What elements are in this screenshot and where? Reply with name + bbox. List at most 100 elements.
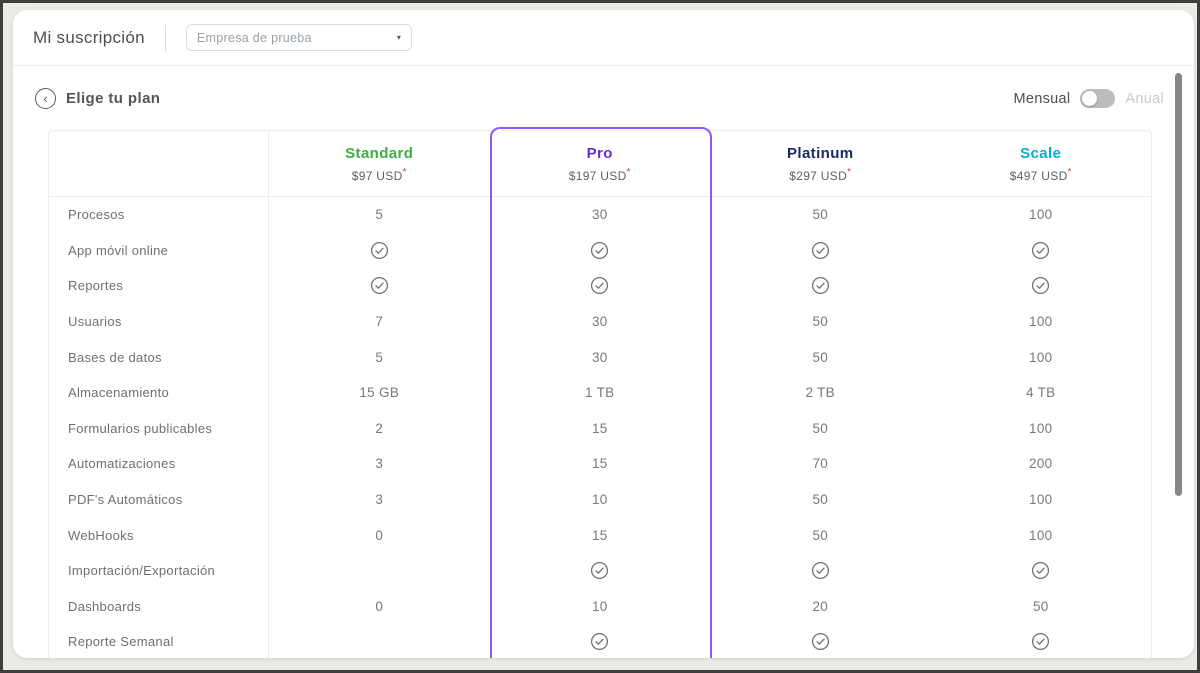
feature-label: Bases de datos <box>49 339 269 375</box>
feature-value-pro <box>490 632 711 651</box>
feature-value-platinum: 50 <box>812 349 829 365</box>
price-asterisk: * <box>402 166 407 178</box>
plan-header-scale[interactable]: Scale $497 USD* <box>931 131 1152 196</box>
feature-value-platinum: 20 <box>812 598 829 614</box>
check-circle-icon <box>811 241 829 259</box>
table-row: PDF's Automáticos 3 10 50 100 <box>49 481 1151 518</box>
feature-label: Almacenamiento <box>49 374 269 411</box>
table-row: Reporte Semanal <box>49 624 1151 658</box>
plan-price: $197 USD* <box>569 167 631 183</box>
check-circle-icon <box>591 241 609 259</box>
feature-label: WebHooks <box>49 517 269 553</box>
billing-annual-label[interactable]: Anual <box>1125 90 1164 107</box>
price-asterisk: * <box>626 166 631 178</box>
billing-toggle-group: Mensual Anual <box>1013 89 1164 108</box>
subscription-card: Mi suscripción Empresa de prueba ▾ ‹ Eli… <box>13 10 1194 658</box>
feature-label: Usuarios <box>49 303 269 340</box>
table-row: Formularios publicables 2 15 50 100 <box>49 410 1151 447</box>
page-title: Mi suscripción <box>33 27 145 47</box>
feature-value-pro: 30 <box>591 207 608 223</box>
feature-value-standard: 5 <box>375 207 384 223</box>
table-row: Automatizaciones 3 15 70 200 <box>49 446 1151 482</box>
feature-value-standard: 15 GB <box>359 385 400 401</box>
check-circle-icon <box>811 633 829 651</box>
billing-toggle-switch[interactable] <box>1080 89 1116 108</box>
check-circle-icon <box>1032 241 1050 259</box>
feature-value-scale: 100 <box>1029 314 1053 330</box>
plan-name: Standard <box>345 144 414 162</box>
feature-value-pro: 10 <box>591 598 608 614</box>
check-circle-icon <box>1032 633 1050 651</box>
feature-value-pro: 10 <box>591 492 608 508</box>
table-row: WebHooks 0 15 50 100 <box>49 517 1151 553</box>
feature-value-pro <box>490 276 711 295</box>
plan-header-pro[interactable]: Pro $197 USD* <box>490 131 711 196</box>
table-row: Dashboards 0 10 20 50 <box>49 588 1151 625</box>
table-row: Procesos 5 30 50 100 <box>49 197 1151 233</box>
chevron-down-icon: ▾ <box>396 33 401 42</box>
feature-value-standard <box>269 241 490 260</box>
vertical-scrollbar-thumb[interactable] <box>1175 73 1182 496</box>
feature-value-standard: 7 <box>375 314 384 330</box>
toggle-knob <box>1082 91 1098 106</box>
plan-price: $297 USD* <box>789 167 851 183</box>
check-circle-icon <box>811 562 829 580</box>
billing-monthly-label[interactable]: Mensual <box>1013 90 1071 107</box>
plan-price-amount: $197 USD <box>568 168 627 183</box>
feature-column-header <box>49 131 269 196</box>
feature-value-platinum: 2 TB <box>805 385 835 401</box>
topbar: Mi suscripción Empresa de prueba ▾ <box>13 10 1194 66</box>
plan-header-standard[interactable]: Standard $97 USD* <box>269 131 490 196</box>
check-circle-icon <box>370 241 388 259</box>
feature-value-platinum <box>710 276 931 295</box>
feature-value-standard: 5 <box>375 349 384 365</box>
plan-header-row: Standard $97 USD* Pro $197 USD* Platinum $297… <box>49 131 1151 197</box>
feature-value-standard: 0 <box>375 598 384 614</box>
plan-price-amount: $97 USD <box>351 168 403 183</box>
feature-value-scale <box>931 241 1152 260</box>
check-circle-icon <box>1032 277 1050 295</box>
feature-value-platinum <box>710 241 931 260</box>
feature-value-pro: 15 <box>591 527 608 543</box>
back-button[interactable]: ‹ Elige tu plan <box>35 88 160 109</box>
feature-value-pro: 30 <box>591 314 608 330</box>
feature-value-standard <box>269 276 490 295</box>
title-divider <box>164 24 166 51</box>
plan-name: Platinum <box>786 144 854 162</box>
feature-value-platinum: 50 <box>812 314 829 330</box>
feature-value-scale <box>931 276 1152 295</box>
feature-value-platinum <box>710 561 931 580</box>
table-row: Almacenamiento 15 GB 1 TB 2 TB 4 TB <box>49 374 1151 411</box>
feature-value-pro: 1 TB <box>585 385 615 401</box>
feature-label: Automatizaciones <box>49 446 269 482</box>
feature-label: Importación/Exportación <box>49 552 269 589</box>
feature-value-pro: 15 <box>591 456 608 472</box>
company-selector[interactable]: Empresa de prueba ▾ <box>185 24 412 51</box>
feature-value-scale: 50 <box>1032 598 1049 614</box>
feature-value-pro <box>490 561 711 580</box>
table-row: App móvil online <box>49 232 1152 269</box>
check-circle-icon <box>811 277 829 295</box>
feature-value-platinum: 50 <box>812 492 829 508</box>
feature-value-scale <box>931 561 1152 580</box>
feature-value-platinum: 50 <box>812 527 829 543</box>
feature-value-platinum: 70 <box>812 456 829 472</box>
feature-value-standard: 0 <box>375 527 384 543</box>
feature-value-scale: 4 TB <box>1026 385 1056 401</box>
feature-rows: Procesos 5 30 50 100 App móvil online Reportes… <box>49 197 1151 658</box>
company-selector-value: Empresa de prueba <box>196 30 312 45</box>
check-circle-icon <box>591 633 609 651</box>
plan-name: Scale <box>1020 144 1062 162</box>
table-row: Bases de datos 5 30 50 100 <box>49 339 1151 375</box>
section-header: ‹ Elige tu plan Mensual Anual <box>35 88 1164 109</box>
feature-value-platinum: 50 <box>812 207 829 223</box>
check-circle-icon <box>370 277 388 295</box>
feature-label: PDF's Automáticos <box>49 481 269 518</box>
plan-header-platinum[interactable]: Platinum $297 USD* <box>710 131 931 196</box>
feature-value-scale <box>931 632 1152 651</box>
check-circle-icon <box>1032 562 1050 580</box>
plan-price: $497 USD* <box>1010 167 1072 183</box>
back-chevron-icon[interactable]: ‹ <box>35 88 56 109</box>
table-row: Importación/Exportación <box>49 552 1152 589</box>
